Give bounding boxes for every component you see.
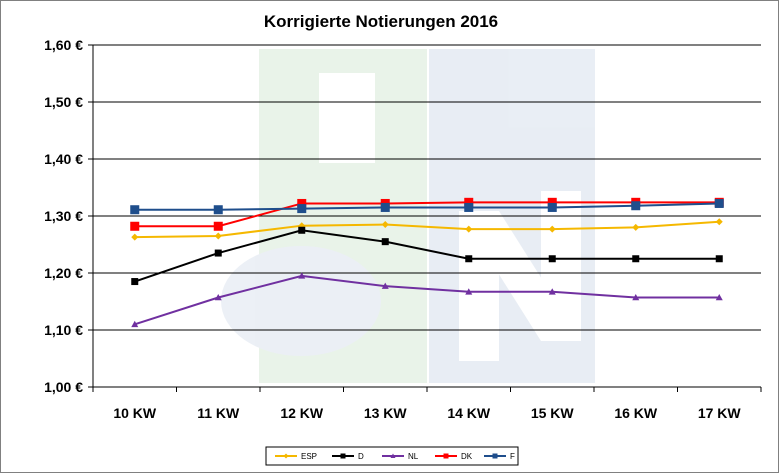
- series-line: [134, 201, 720, 228]
- data-point: [548, 225, 556, 233]
- data-point: [465, 255, 473, 263]
- data-point: [213, 221, 223, 231]
- y-tick-label: 1,60 €: [44, 37, 83, 53]
- chart-title: Korrigierte Notierungen 2016: [264, 12, 498, 31]
- x-tick-label: 11 KW: [197, 405, 240, 421]
- data-point: [492, 453, 498, 459]
- y-tick-label: 1,50 €: [44, 94, 83, 110]
- legend-label: NL: [408, 452, 419, 461]
- data-point: [632, 223, 640, 231]
- data-point: [631, 201, 641, 211]
- y-tick-labels: 1,00 € 1,10 € 1,20 € 1,30 € 1,40 € 1,50 € 1,60…: [44, 37, 83, 395]
- x-tick-label: 10 KW: [113, 405, 157, 421]
- legend-item-nl: NL: [382, 452, 419, 461]
- series-d: [131, 226, 723, 286]
- data-point: [214, 249, 222, 257]
- data-point: [214, 294, 222, 301]
- data-point: [714, 198, 724, 208]
- data-point: [213, 205, 223, 215]
- series-line: [134, 220, 720, 239]
- data-point: [131, 320, 139, 328]
- data-point: [381, 282, 389, 289]
- y-tick-label: 1,20 €: [44, 265, 83, 281]
- x-tick-label: 13 KW: [364, 405, 408, 421]
- data-point: [130, 221, 140, 231]
- data-point: [298, 226, 306, 234]
- legend-item-f: F: [484, 452, 515, 461]
- data-point: [297, 204, 307, 214]
- data-point: [297, 198, 307, 208]
- data-point: [548, 288, 556, 295]
- x-tick-label: 17 KW: [698, 405, 742, 421]
- legend-label: F: [510, 452, 515, 461]
- legend-label: ESP: [301, 452, 317, 461]
- data-point: [465, 288, 473, 295]
- data-point: [548, 255, 556, 263]
- axes: [88, 44, 762, 392]
- legend-label: DK: [461, 452, 473, 461]
- data-point: [390, 453, 396, 458]
- y-tick-label: 1,30 €: [44, 208, 83, 224]
- x-tick-label: 14 KW: [447, 405, 491, 421]
- data-point: [381, 221, 389, 229]
- data-point: [131, 233, 139, 241]
- series-lines: [130, 197, 724, 328]
- data-point: [547, 202, 557, 212]
- data-point: [715, 294, 723, 301]
- gridlines: [93, 44, 761, 331]
- legend: ESP D NL DK F: [265, 446, 519, 466]
- data-point: [632, 294, 640, 301]
- data-point: [443, 453, 449, 459]
- y-tick-label: 1,00 €: [44, 379, 83, 395]
- data-point: [340, 453, 346, 459]
- series-line: [134, 274, 720, 326]
- data-point: [547, 197, 557, 207]
- data-point: [130, 205, 140, 215]
- data-point: [381, 238, 389, 246]
- data-point: [298, 272, 306, 279]
- legend-item-esp: ESP: [275, 452, 317, 461]
- y-tick-label: 1,10 €: [44, 322, 83, 338]
- data-point: [464, 197, 474, 207]
- legend-item-dk: DK: [435, 452, 473, 461]
- legend-label: D: [358, 452, 364, 461]
- data-point: [465, 225, 473, 233]
- data-point: [283, 453, 289, 459]
- series-f: [130, 198, 724, 215]
- x-tick-label: 15 KW: [531, 405, 575, 421]
- data-point: [464, 202, 474, 212]
- x-tick-labels: 10 KW 11 KW 12 KW 13 KW 14 KW 15 KW 16 KW 17 KW: [113, 405, 741, 421]
- x-tick-label: 12 KW: [280, 405, 324, 421]
- data-point: [214, 232, 222, 240]
- legend-item-d: D: [332, 452, 364, 461]
- data-point: [715, 255, 723, 263]
- data-point: [380, 202, 390, 212]
- series-line: [134, 229, 720, 283]
- series-nl: [131, 272, 723, 328]
- series-line: [134, 202, 720, 211]
- data-point: [131, 278, 139, 286]
- data-point: [715, 218, 723, 226]
- x-tick-label: 16 KW: [614, 405, 658, 421]
- data-point: [632, 255, 640, 263]
- y-tick-label: 1,40 €: [44, 151, 83, 167]
